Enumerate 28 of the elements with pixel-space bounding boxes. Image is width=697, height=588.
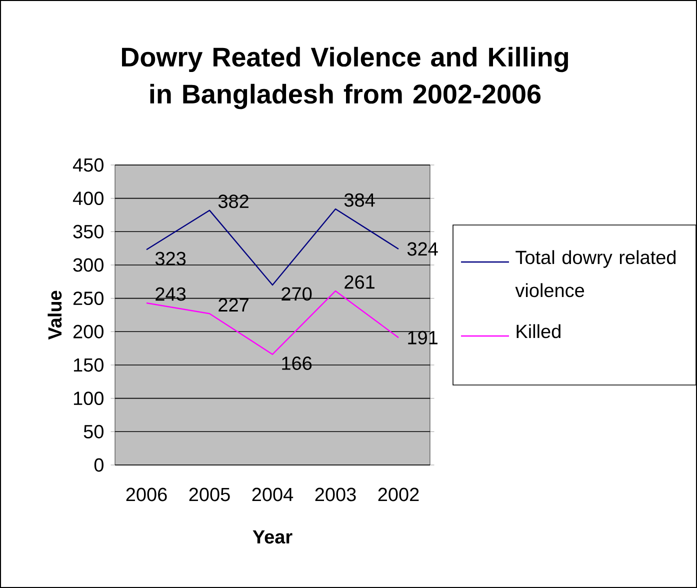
y-tick-label: 200 <box>73 324 104 338</box>
y-axis-title: Value <box>48 290 62 340</box>
y-tick-label: 250 <box>73 292 104 306</box>
data-label: 261 <box>344 275 374 289</box>
data-label: 323 <box>155 252 186 266</box>
x-tick-label: 2004 <box>252 488 294 502</box>
y-tick-label: 400 <box>72 192 104 206</box>
x-tick-label: 2006 <box>126 488 167 502</box>
data-label: 270 <box>282 287 312 301</box>
data-label: 243 <box>156 287 186 301</box>
data-label: 382 <box>218 194 248 208</box>
y-tick-label: 350 <box>73 224 104 238</box>
y-tick-label: 300 <box>73 258 104 272</box>
data-label: 227 <box>218 298 248 312</box>
chart-title: Dowry Reated Violence and Killing in Bangladesh from 2002-2006 <box>122 46 568 110</box>
data-label: 324 <box>407 242 438 256</box>
y-tick-label: 150 <box>74 358 104 372</box>
y-tick-label: 50 <box>84 424 104 438</box>
y-tick-label: 100 <box>74 392 104 406</box>
x-tick-label: 2003 <box>315 488 356 502</box>
x-axis-title: Year <box>252 530 292 544</box>
legend-label: Total dowry related violence <box>515 250 676 298</box>
x-tick-label: 2005 <box>189 488 230 502</box>
data-label: 191 <box>408 330 438 344</box>
y-tick-label: 0 <box>94 458 104 472</box>
y-tick-label: 450 <box>72 158 104 172</box>
x-tick-label: 2002 <box>378 488 419 502</box>
legend-label: Killed <box>516 324 560 338</box>
